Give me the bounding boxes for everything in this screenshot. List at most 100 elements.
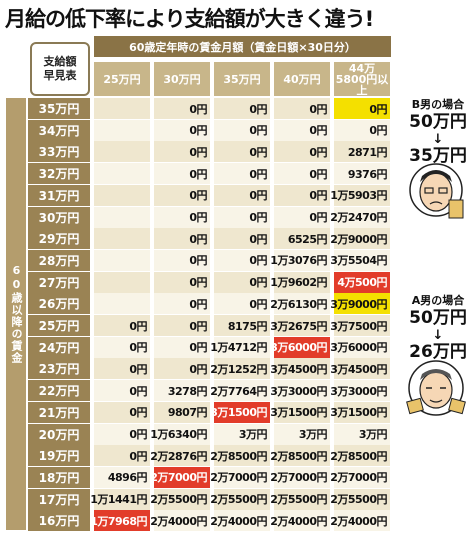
table-row: 28万円 0円 0円 1万3076円 3万5504円: [28, 249, 398, 272]
table-cell: 2万4000円: [150, 510, 210, 532]
table-cell: 9376円: [334, 163, 390, 185]
row-label: 35万円: [28, 98, 90, 119]
row-label: 26万円: [28, 293, 90, 315]
table-cell: 3万4500円: [270, 358, 330, 380]
row-label: 33万円: [28, 141, 90, 163]
table-cell: 3万9000円: [330, 293, 390, 315]
table-row: 26万円 0円 0円 2万6130円 3万9000円: [28, 293, 398, 315]
column-header: 35万円: [214, 62, 270, 96]
table-header-top: 60歳定年時の賃金月額（賃金日額×30日分）: [94, 36, 391, 57]
table-cell: 0円: [154, 98, 210, 119]
key-line-1: 支給額: [43, 55, 77, 68]
table-cell: 0円: [214, 184, 270, 206]
table-cell: 0円: [214, 228, 270, 250]
table-row: 16万円 1万7968円 2万4000円 2万4000円 2万4000円 2万4000円: [28, 510, 398, 532]
table-row: 31万円 0円 0円 0円 1万5903円: [28, 184, 398, 207]
table-cell: 0円: [154, 336, 210, 358]
table-cell: 0円: [214, 163, 270, 185]
table-cell: 3万7500円: [330, 315, 390, 336]
table-cell: [94, 249, 150, 271]
table-row: 30万円 0円 0円 0円 2万2470円: [28, 206, 398, 229]
table-cell: 3278円: [154, 380, 210, 402]
table-cell: 3万3000円: [270, 380, 330, 402]
note-b: B男の場合 50万円 ↓ 35万円: [402, 96, 474, 167]
chart-key-box: 支給額 早見表: [30, 42, 90, 96]
table-cell: 2万7000円: [330, 466, 390, 488]
table-cell: 2万4000円: [330, 510, 390, 532]
table-cell: [94, 98, 150, 119]
table-cell: 1万3076円: [270, 249, 330, 271]
table-cell: 9807円: [154, 401, 210, 423]
table-cell: 0円: [154, 119, 210, 141]
table-cell: [94, 141, 150, 163]
table-cell: 0円: [214, 119, 270, 141]
table-cell: 2871円: [334, 141, 390, 163]
table-cell: 2万2470円: [330, 206, 390, 228]
table-row: 24万円 0円 0円 1万4712円 3万6000円 3万6000円: [28, 336, 398, 359]
table-row: 27万円 0円 0円 1万9602円 4万500円: [28, 271, 398, 294]
table-cell: 2万7764円: [210, 380, 270, 402]
table-cell: 2万8500円: [270, 445, 330, 467]
table-cell: 2万2876円: [150, 445, 210, 467]
table-cell: 0円: [154, 271, 210, 293]
table-cell: 1万4712円: [210, 336, 270, 358]
table-cell: 3万4500円: [330, 358, 390, 380]
table-cell: 0円: [274, 206, 330, 228]
table-cell: 0円: [214, 206, 270, 228]
table-row: 32万円 0円 0円 0円 9376円: [28, 163, 398, 185]
note-b-to: 35万円: [409, 146, 467, 166]
table-cell: 0円: [94, 401, 150, 423]
table-cell: 0円: [94, 445, 150, 467]
table-cell: 3万6000円: [270, 336, 330, 358]
row-label: 23万円: [28, 358, 90, 380]
table-row: 29万円 0円 0円 6525円 2万9000円: [28, 228, 398, 250]
table-cell: 2万8500円: [330, 445, 390, 467]
row-label: 21万円: [28, 401, 90, 423]
table-cell: 3万円: [214, 423, 270, 445]
table-cell: 0円: [214, 271, 270, 293]
man-b-icon: [409, 163, 464, 219]
table-cell: [94, 163, 150, 185]
note-a-to: 26万円: [409, 342, 467, 362]
man-illustration-b: [402, 160, 472, 222]
table-row: 35万円 0円 0円 0円 0円: [28, 98, 398, 120]
table-cell: 2万4000円: [270, 510, 330, 532]
table-cell: 2万9000円: [330, 228, 390, 250]
column-header: 44万5800円以上: [334, 61, 390, 97]
note-a-label: A男の場合: [411, 294, 465, 307]
table-cell: 0円: [154, 206, 210, 228]
row-label: 27万円: [28, 271, 90, 293]
table-cell: 0円: [94, 336, 150, 358]
note-a: A男の場合 50万円 ↓ 26万円: [402, 292, 474, 363]
row-label: 32万円: [28, 163, 90, 185]
row-label: 24万円: [28, 336, 90, 358]
table-row: 33万円 0円 0円 0円 2871円: [28, 141, 398, 163]
table-cell: 2万7000円: [150, 466, 210, 488]
table-cell: 0円: [214, 249, 270, 271]
table-cell: 2万7000円: [210, 466, 270, 488]
table-cell: 0円: [334, 98, 390, 119]
note-b-arrow: ↓: [432, 132, 444, 147]
table-cell: [94, 228, 150, 250]
table-cell: 0円: [154, 184, 210, 206]
table-cell: 3万6000円: [330, 336, 390, 358]
table-cell: 2万4000円: [210, 510, 270, 532]
row-label: 19万円: [28, 445, 90, 467]
table-cell: 3万3000円: [330, 380, 390, 402]
table-row: 18万円 4896円 2万7000円 2万7000円 2万7000円 2万7000円: [28, 466, 398, 489]
note-b-from: 50万円: [409, 112, 467, 132]
row-label: 31万円: [28, 184, 90, 206]
row-label: 30万円: [28, 206, 90, 228]
table-cell: 3万1500円: [330, 401, 390, 423]
table-cell: 3万5504円: [330, 249, 390, 271]
row-label: 22万円: [28, 380, 90, 402]
key-line-2: 早見表: [43, 69, 77, 82]
table-cell: 0円: [274, 163, 330, 185]
row-label: 16万円: [28, 510, 90, 532]
table-cell: [94, 293, 150, 315]
column-header: 30万円: [154, 62, 210, 96]
table-cell: 0円: [274, 119, 330, 141]
table-cell: 2万1252円: [210, 358, 270, 380]
table-cell: 0円: [214, 141, 270, 163]
table-cell: 0円: [274, 98, 330, 119]
